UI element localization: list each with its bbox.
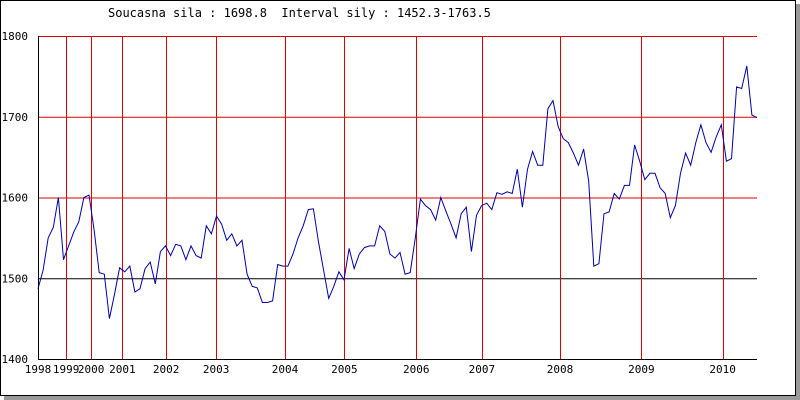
y-tick-label: 1400 [2,353,29,366]
x-tick-label: 1998 [25,363,52,376]
x-tick-label: 2010 [709,363,736,376]
axes [38,36,757,360]
x-tick-label: 2009 [628,363,655,376]
y-tick-label: 1800 [2,30,29,43]
x-tick-label: 2004 [272,363,299,376]
x-tick-label: 2001 [109,363,136,376]
series-layer [37,65,758,319]
x-tick-label: 1999 [53,363,80,376]
x-tick-label: 2002 [153,363,180,376]
gridlines [38,36,757,359]
y-tick-label: 1700 [2,111,29,124]
x-tick-label: 2006 [403,363,430,376]
x-tick-label: 2007 [469,363,496,376]
x-tick-label: 2008 [547,363,574,376]
x-tick-label: 2005 [331,363,358,376]
x-tick-label: 2003 [203,363,230,376]
x-tick-label: 2000 [78,363,105,376]
y-tick-label: 1500 [2,272,29,285]
series-line [37,65,758,319]
y-tick-label: 1600 [2,192,29,205]
chart-title: Soucasna sila : 1698.8 Interval sily : 1… [108,6,491,20]
